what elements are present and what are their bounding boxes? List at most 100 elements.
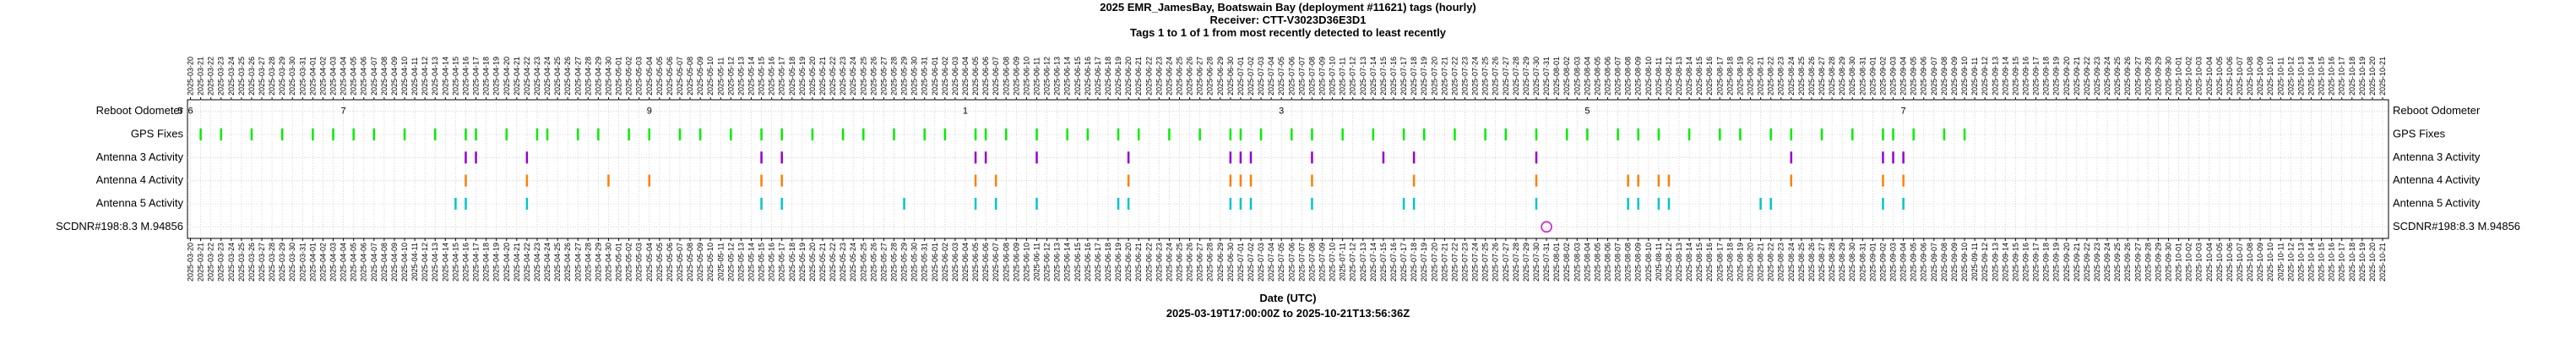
x-tick-label: 2025-07-23 [1461,57,1470,96]
x-tick-label: 2025-09-11 [1970,57,1979,96]
x-tick-label: 2025-09-04 [1899,243,1908,282]
x-tick-label: 2025-05-28 [889,57,898,96]
x-tick-label: 2025-06-05 [971,57,980,96]
x-range-label: 2025-03-19T17:00:00Z to 2025-10-21T13:56… [1166,307,1410,320]
x-tick-label: 2025-04-23 [533,243,541,282]
x-tick-label: 2025-10-14 [2307,243,2315,282]
x-tick-label: 2025-09-19 [2052,57,2061,96]
x-tick-label: 2025-04-17 [472,243,481,282]
x-tick-label: 2025-07-19 [1420,57,1428,96]
x-tick-label: 2025-05-07 [676,57,684,96]
x-tick-label: 2025-06-26 [1186,243,1194,282]
x-tick-label: 2025-07-16 [1389,57,1398,96]
x-tick-label: 2025-09-23 [2093,243,2101,282]
x-tick-label: 2025-09-18 [2042,57,2051,96]
x-tick-label: 2025-04-04 [340,243,348,282]
x-tick-label: 2025-04-08 [380,243,389,282]
x-tick-label: 2025-05-19 [798,57,807,96]
x-tick-label: 2025-06-06 [981,243,990,282]
x-tick-label: 2025-10-10 [2266,243,2274,282]
x-tick-label: 2025-04-02 [318,57,327,96]
x-tick-label: 2025-10-21 [2378,57,2387,96]
x-tick-label: 2025-09-27 [2133,57,2142,96]
x-tick-label: 2025-10-18 [2348,243,2356,282]
x-tick-label: 2025-08-18 [1725,243,1734,282]
x-tick-label: 2025-05-11 [716,243,725,281]
x-tick-label: 2025-08-09 [1634,243,1643,282]
x-tick-label: 2025-04-20 [503,243,511,282]
x-tick-label: 2025-04-28 [584,57,592,96]
x-tick-label: 2025-06-03 [951,57,959,96]
x-tick-label: 2025-08-31 [1858,243,1867,282]
x-tick-label: 2025-07-14 [1369,243,1378,282]
x-tick-label: 2025-07-14 [1369,57,1378,96]
x-tick-label: 2025-06-09 [1012,243,1020,282]
x-tick-label: 2025-07-10 [1329,243,1337,282]
x-tick-label: 2025-05-29 [900,243,909,282]
tag-detection [1541,221,1552,233]
row-label: Reboot Odometer [2393,104,2481,117]
x-tick-label: 2025-05-08 [686,57,694,96]
x-tick-label: 2025-09-07 [1930,243,1938,282]
x-tick-label: 2025-05-29 [900,57,909,96]
x-tick-label: 2025-04-29 [594,243,602,282]
x-tick-label: 2025-08-30 [1848,57,1856,96]
x-tick-label: 2025-05-14 [747,243,755,282]
x-tick-label: 2025-08-01 [1552,243,1561,282]
x-tick-label: 2025-08-02 [1562,57,1571,96]
x-tick-label: 2025-05-13 [736,57,745,96]
x-tick-label: 2025-09-22 [2083,243,2091,282]
x-tick-label: 2025-09-20 [2062,57,2071,96]
x-tick-label: 2025-08-03 [1573,243,1581,282]
x-tick-label: 2025-04-09 [390,57,399,96]
x-tick-label: 2025-10-19 [2358,57,2367,96]
chart-title: 2025 EMR_JamesBay, Boatswain Bay (deploy… [1100,1,1476,14]
x-tick-label: 2025-09-06 [1920,243,1928,282]
x-tick-label: 2025-07-03 [1257,57,1265,96]
x-tick-label: 2025-07-26 [1492,57,1500,96]
x-tick-label: 2025-08-01 [1552,57,1561,96]
x-tick-label: 2025-06-08 [1002,57,1010,96]
x-tick-label: 2025-09-27 [2133,243,2142,282]
x-tick-label: 2025-09-26 [2123,57,2132,96]
x-tick-label: 2025-07-31 [1542,57,1551,96]
x-tick-label: 2025-08-27 [1818,243,1826,282]
x-tick-label: 2025-06-11 [1032,57,1041,96]
x-tick-label: 2025-10-06 [2225,57,2234,96]
x-tick-label: 2025-07-27 [1502,57,1510,96]
x-tick-label: 2025-07-21 [1440,243,1448,282]
x-tick-label: 2025-05-22 [829,57,837,96]
x-tick-label: 2025-04-18 [482,57,491,96]
x-tick-label: 2025-04-09 [390,243,399,282]
x-tick-label: 2025-05-09 [696,243,704,282]
x-tick-label: 2025-07-19 [1420,243,1428,282]
x-tick-label: 2025-05-15 [758,57,766,96]
x-tick-label: 2025-09-30 [2164,243,2172,282]
x-tick-label: 2025-04-27 [573,243,582,282]
row-label: Reboot Odometer [96,104,184,117]
x-tick-label: 2025-06-27 [1196,243,1204,282]
x-tick-label: 2025-06-27 [1196,57,1204,96]
x-tick-label: 2025-08-19 [1736,57,1744,96]
row-label: Antenna 5 Activity [96,196,184,209]
x-tick-label: 2025-07-18 [1410,243,1418,282]
x-tick-label: 2025-06-03 [951,243,959,282]
x-tick-label: 2025-09-04 [1899,57,1908,96]
x-tick-label: 2025-03-24 [227,57,236,96]
x-tick-label: 2025-09-28 [2144,243,2152,282]
x-tick-label: 2025-06-29 [1216,243,1225,282]
x-tick-label: 2025-05-21 [818,243,827,282]
x-tick-label: 2025-10-17 [2338,57,2346,96]
x-tick-label: 2025-07-09 [1318,57,1327,96]
x-tick-label: 2025-07-30 [1532,57,1541,96]
row-label: Antenna 3 Activity [2393,150,2481,163]
x-tick-label: 2025-05-30 [910,57,919,96]
x-tick-label: 2025-07-15 [1379,243,1388,282]
x-tick-label: 2025-05-03 [635,243,644,282]
x-tick-label: 2025-07-05 [1277,57,1285,96]
x-tick-label: 2025-09-29 [2154,57,2162,96]
x-tick-label: 2025-04-24 [543,243,552,282]
x-tick-label: 2025-08-12 [1665,243,1673,282]
x-tick-label: 2025-08-29 [1838,57,1846,96]
